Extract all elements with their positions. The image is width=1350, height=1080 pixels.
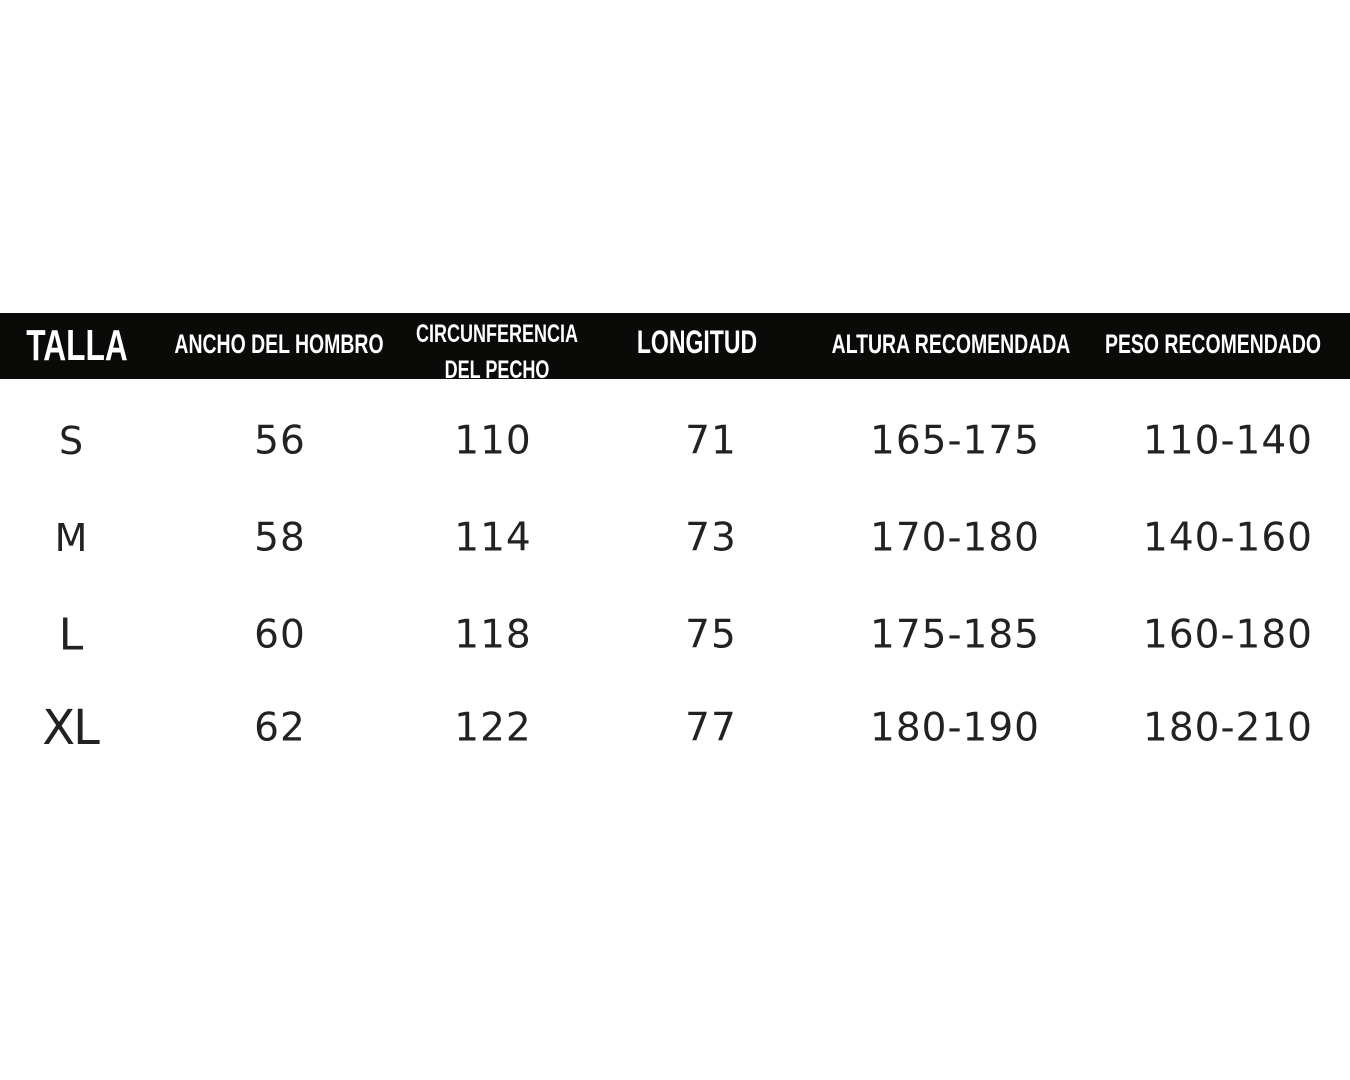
header-talla: TALLA	[26, 321, 128, 370]
header-ancho-del-hombro: ANCHO DEL HOMBRO	[174, 329, 384, 359]
header-circunferencia-del-pecho: CIRCUNFERENCIA DEL PECHO	[416, 316, 578, 388]
header-circ-line-1: CIRCUNFERENCIA	[416, 320, 578, 348]
cell-ancho: 58	[254, 515, 306, 561]
header-longitud: LONGITUD	[636, 324, 758, 360]
cell-longitud: 75	[685, 612, 737, 658]
cell-longitud: 73	[685, 515, 737, 561]
cell-talla: XL	[42, 700, 100, 756]
cell-ancho: 62	[254, 705, 306, 751]
cell-altura: 175-185	[870, 612, 1040, 658]
cell-pecho: 122	[454, 705, 532, 751]
header-circ-line-2: DEL PECHO	[444, 356, 550, 384]
header-altura-recomendada: ALTURA RECOMENDADA	[831, 329, 1071, 359]
header-band	[0, 313, 1350, 379]
cell-ancho: 56	[254, 418, 306, 464]
cell-pecho: 118	[454, 612, 532, 658]
cell-longitud: 77	[685, 705, 737, 751]
cell-altura: 170-180	[870, 515, 1040, 561]
cell-altura: 180-190	[870, 705, 1040, 751]
cell-talla: S	[58, 419, 83, 463]
cell-pecho: 110	[454, 418, 532, 464]
cell-peso: 140-160	[1143, 515, 1313, 561]
cell-peso: 180-210	[1143, 705, 1313, 751]
cell-ancho: 60	[254, 612, 306, 658]
cell-peso: 160-180	[1143, 612, 1313, 658]
cell-altura: 165-175	[870, 418, 1040, 464]
cell-talla: L	[58, 609, 83, 661]
header-peso-recomendado: PESO RECOMENDADO	[1104, 329, 1322, 359]
cell-talla: M	[54, 516, 88, 560]
cell-pecho: 114	[454, 515, 532, 561]
cell-peso: 110-140	[1143, 418, 1313, 464]
cell-longitud: 71	[685, 418, 737, 464]
